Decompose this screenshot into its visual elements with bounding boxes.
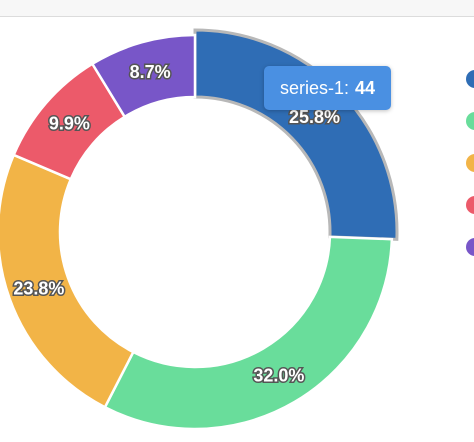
legend-marker-5 [466,238,474,256]
donut-slice-3[interactable] [0,153,135,409]
slice-label-1: 25.8% [289,107,340,127]
slice-label-4: 9.9% [49,114,90,134]
tooltip-series-label: series-1: [280,78,350,98]
legend-marker-3 [466,154,474,172]
slice-label-3: 23.8% [13,278,64,298]
top-border [0,0,474,17]
donut-slices [0,28,399,431]
donut-slice-5[interactable] [90,33,197,119]
slice-labels: 25.8% 32.0% 23.8% 9.9% 8.7% [12,61,342,387]
slice-label-5: 8.7% [130,62,171,82]
donut-slice-2[interactable] [103,235,394,431]
slice-label-2: 32.0% [253,365,304,385]
legend-marker-2 [466,112,474,130]
legend-marker-4 [466,196,474,214]
legend-marker-1 [466,70,474,88]
chart-tooltip: series-1: 44 [264,66,392,110]
tooltip-value: 44 [355,78,376,98]
donut-slice-1[interactable] [193,28,399,241]
